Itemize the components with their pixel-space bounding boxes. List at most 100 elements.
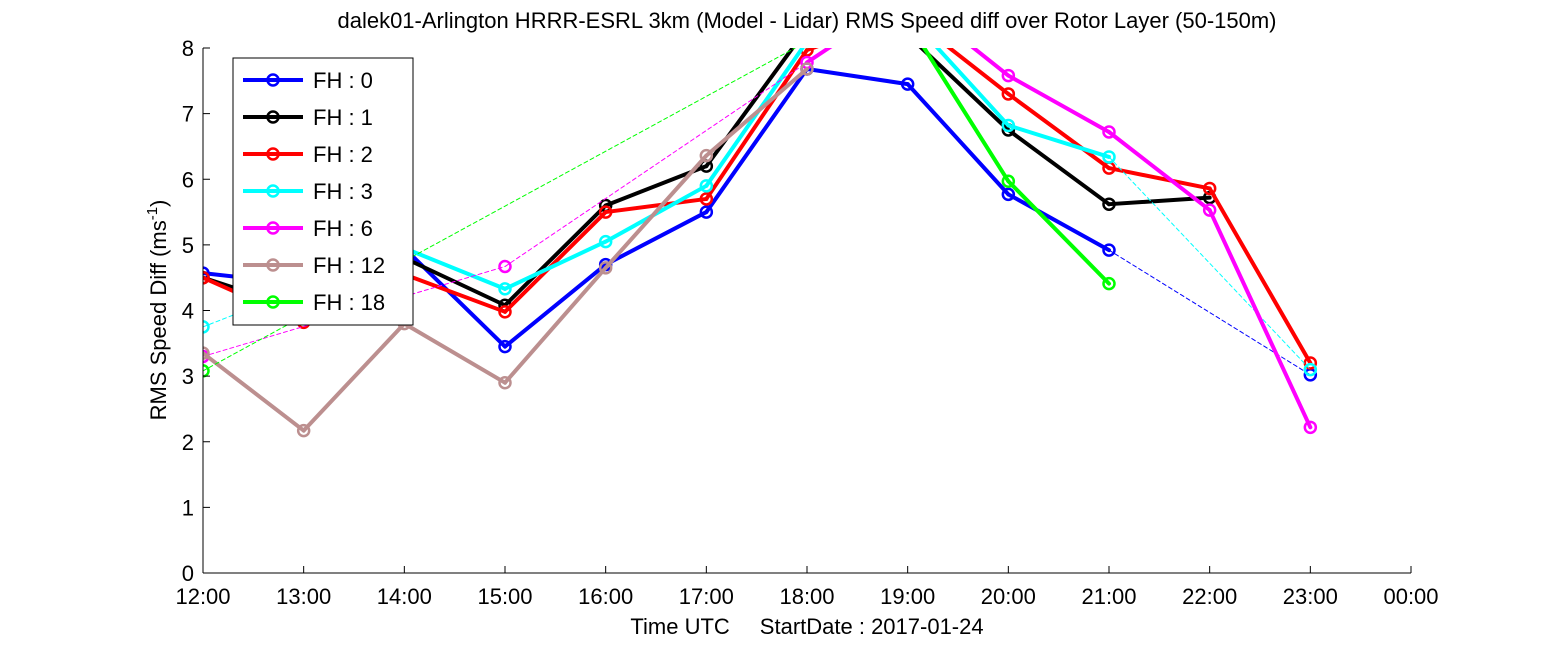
x-tick-label: 14:00 bbox=[377, 584, 432, 609]
series-point bbox=[699, 179, 714, 193]
series-point bbox=[296, 423, 311, 438]
series-line-segment bbox=[503, 262, 608, 349]
series-line-segment bbox=[1006, 192, 1111, 253]
series-layer bbox=[203, 48, 1318, 438]
series-line-segment bbox=[905, 82, 1011, 197]
series-line-segment bbox=[970, 48, 1011, 78]
legend-label: FH : 3 bbox=[313, 179, 373, 204]
series-point bbox=[900, 77, 915, 91]
x-axis-label: Time UTC StartDate : 2017-01-24 bbox=[630, 614, 983, 639]
series-point bbox=[203, 266, 210, 280]
legend-swatch-marker bbox=[266, 73, 280, 87]
y-ticks: 0 1 2 3 4 5 6 7 8 bbox=[182, 36, 210, 586]
series-point bbox=[598, 205, 613, 219]
legend-swatch-marker bbox=[266, 147, 280, 161]
legend-swatch-marker bbox=[266, 221, 280, 235]
series-point bbox=[203, 346, 210, 360]
series-point bbox=[699, 192, 714, 206]
series-point bbox=[1303, 420, 1318, 435]
legend-label: FH : 12 bbox=[313, 253, 385, 278]
series-line-segment bbox=[704, 67, 809, 215]
series-line-segment bbox=[921, 48, 1011, 184]
x-tick-label: 00:00 bbox=[1383, 584, 1438, 609]
y-axis-label: RMS Speed Diff (ms-1) bbox=[144, 200, 171, 421]
x-tick-label: 12:00 bbox=[175, 584, 230, 609]
series-point bbox=[1102, 276, 1116, 291]
series-point bbox=[498, 305, 512, 319]
series-line-segment bbox=[1107, 166, 1212, 191]
series-point bbox=[1001, 87, 1016, 101]
legend: FH : 0 FH : 1 FH : 2 FH : 3 FH : 6 FH : 12 FH … bbox=[232, 57, 414, 326]
series-line-segment bbox=[1006, 179, 1111, 286]
y-axis-label-close: ) bbox=[146, 200, 171, 207]
legend-label: FH : 0 bbox=[313, 68, 373, 93]
series-point bbox=[1202, 181, 1217, 196]
series-line-segment bbox=[805, 48, 833, 65]
series-line-segment bbox=[503, 203, 608, 308]
y-tick-label: 8 bbox=[182, 36, 194, 61]
series-5 bbox=[203, 48, 1318, 435]
series-line-segment bbox=[503, 265, 608, 385]
y-tick-label: 7 bbox=[182, 102, 194, 127]
series-point bbox=[498, 375, 512, 390]
x-ticks: 12:00 13:00 14:00 15:00 16:00 17:00 18:00 19:00… bbox=[175, 566, 1439, 609]
series-line-segment bbox=[805, 67, 910, 87]
series-line-segment bbox=[503, 239, 608, 291]
x-tick-label: 21:00 bbox=[1081, 584, 1136, 609]
series-line-segment bbox=[1006, 128, 1111, 207]
legend-swatch-marker bbox=[266, 258, 280, 272]
series-line-segment bbox=[402, 272, 507, 314]
series-point bbox=[203, 364, 210, 378]
series-line-segment bbox=[1207, 208, 1313, 430]
series-point bbox=[1102, 197, 1116, 211]
series-point bbox=[1001, 68, 1016, 83]
series-line-segment bbox=[934, 48, 1011, 128]
y-tick-label: 1 bbox=[182, 495, 194, 520]
series-gap-segment bbox=[504, 61, 808, 268]
x-tick-label: 17:00 bbox=[679, 584, 734, 609]
x-tick-label: 23:00 bbox=[1283, 584, 1338, 609]
y-tick-label: 5 bbox=[182, 233, 194, 258]
series-line-segment bbox=[402, 321, 507, 385]
y-tick-label: 6 bbox=[182, 167, 194, 192]
y-tick-label: 0 bbox=[182, 561, 194, 586]
y-axis-label-main: RMS Speed Diff (ms bbox=[146, 220, 171, 420]
series-line-segment bbox=[203, 351, 306, 433]
legend-swatch-marker bbox=[266, 110, 280, 124]
x-tick-label: 15:00 bbox=[477, 584, 532, 609]
legend-swatch-marker bbox=[266, 184, 280, 198]
series-point bbox=[498, 282, 512, 296]
series-line-segment bbox=[704, 67, 809, 158]
x-axis-label-startdate: StartDate : 2017-01-24 bbox=[760, 614, 984, 639]
series-point bbox=[598, 261, 613, 275]
series-point bbox=[598, 234, 613, 249]
series-point bbox=[1303, 362, 1318, 377]
series-line-segment bbox=[1107, 130, 1212, 213]
x-tick-label: 19:00 bbox=[880, 584, 935, 609]
series-point bbox=[1001, 118, 1016, 133]
chart-title: dalek01-Arlington HRRR-ESRL 3km (Model -… bbox=[337, 8, 1276, 33]
y-tick-label: 3 bbox=[182, 364, 194, 389]
x-tick-label: 13:00 bbox=[276, 584, 331, 609]
series-line-segment bbox=[946, 48, 1011, 96]
series-line-segment bbox=[402, 246, 507, 291]
series-line-segment bbox=[603, 210, 709, 267]
series-point bbox=[1102, 243, 1116, 257]
series-line-segment bbox=[704, 48, 809, 201]
y-tick-label: 4 bbox=[182, 299, 194, 324]
series-line-segment bbox=[301, 321, 407, 433]
series-point bbox=[498, 339, 512, 354]
series-point bbox=[699, 205, 714, 219]
series-line-segment bbox=[1006, 123, 1111, 159]
series-point bbox=[1001, 174, 1016, 188]
series-line-segment bbox=[1006, 91, 1111, 171]
series-line-segment bbox=[603, 153, 709, 270]
series-6 bbox=[203, 62, 814, 438]
series-point bbox=[800, 62, 814, 76]
series-line-segment bbox=[1207, 186, 1313, 365]
series-point bbox=[1001, 187, 1016, 202]
x-axis-label-main: Time UTC bbox=[630, 614, 730, 639]
x-tick-label: 18:00 bbox=[779, 584, 834, 609]
legend-swatch-marker bbox=[266, 295, 280, 309]
